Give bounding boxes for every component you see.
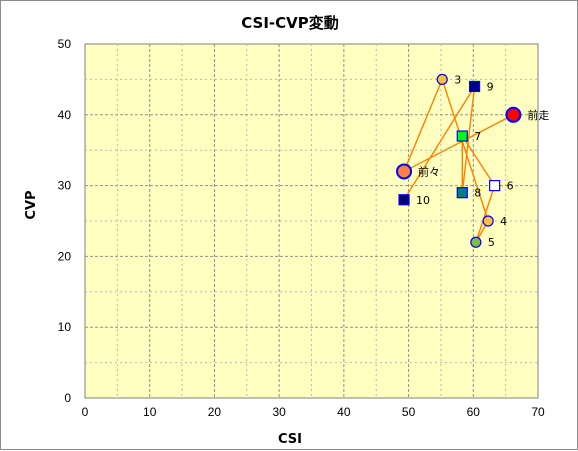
data-point [470,236,482,248]
point-label: 前走 [527,108,549,122]
grid-lines [85,44,538,398]
data-point [505,106,522,123]
x-tick-label: 50 [402,405,416,419]
data-point [396,163,413,180]
x-tick-label: 40 [337,405,351,419]
chart-title: CSI-CVP変動 [241,14,339,32]
x-tick-label: 30 [272,405,286,419]
point-label: 8 [474,187,481,200]
x-tick-label: 0 [82,405,89,419]
y-tick-label: 10 [58,320,72,334]
x-tick-label: 20 [208,405,222,419]
data-point [436,73,448,86]
x-tick-label: 60 [467,405,481,419]
series-lines [403,79,514,243]
point-label: 5 [488,236,495,249]
data-point [468,80,481,93]
x-tick-label: 10 [143,405,157,419]
y-tick-label: 20 [58,249,72,263]
series-line-segment [403,86,476,201]
x-tick-label: 70 [531,405,545,419]
x-axis-label: CSI [278,432,302,447]
point-label: 7 [474,130,481,143]
y-tick-label: 50 [58,37,72,51]
y-tick-label: 40 [58,108,72,122]
x-axis-ticks: 0 10 20 30 40 50 60 70 [82,405,545,419]
data-point [482,215,494,227]
series-line-segment [461,86,476,193]
series-line-segment [403,114,514,173]
point-label: 9 [487,80,494,93]
data-point [456,187,468,199]
series-line-segment [441,79,489,222]
point-label: 10 [416,194,430,207]
point-label: 前々 [418,164,440,178]
data-point [456,130,468,142]
y-tick-label: 30 [58,179,72,193]
point-label: 3 [454,73,461,86]
series-line-segment [403,79,443,172]
y-tick-label: 0 [64,391,71,405]
data-points [396,73,522,248]
point-label: 4 [500,215,507,228]
y-axis-ticks: 0 10 20 30 40 50 [58,37,72,405]
data-point [489,180,501,192]
point-label: 6 [507,180,514,193]
series-line-segment [475,185,496,243]
y-axis-label: CVP [24,190,39,219]
data-point [398,194,410,206]
